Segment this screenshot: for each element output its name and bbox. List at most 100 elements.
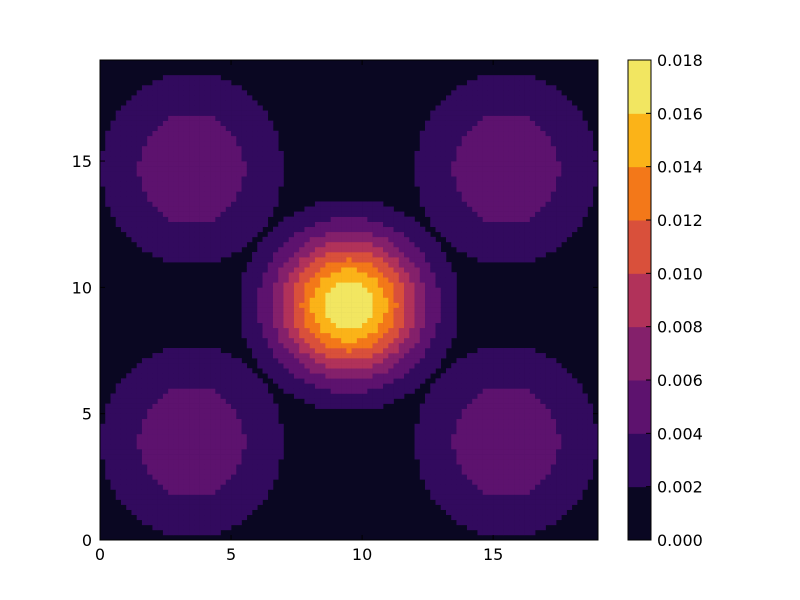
contour-cell bbox=[241, 378, 248, 384]
contour-cell bbox=[487, 191, 494, 197]
contour-cell bbox=[414, 317, 421, 324]
contour-cell bbox=[131, 484, 137, 490]
contour-cell bbox=[257, 226, 263, 233]
contour-cell bbox=[147, 433, 153, 440]
contour-cell bbox=[246, 327, 253, 334]
contour-cell bbox=[115, 201, 122, 207]
contour-cell bbox=[267, 302, 274, 308]
contour-cell bbox=[487, 474, 494, 480]
contour-cell bbox=[189, 226, 195, 233]
contour-cell bbox=[346, 287, 352, 293]
contour-cell bbox=[120, 186, 127, 192]
contour-cell bbox=[503, 363, 510, 369]
contour-cell bbox=[246, 337, 253, 344]
contour-cell bbox=[110, 393, 117, 399]
contour-cell bbox=[220, 161, 227, 167]
contour-cell bbox=[514, 433, 520, 440]
contour-cell bbox=[335, 257, 342, 263]
contour-cell bbox=[157, 403, 164, 409]
contour-cell bbox=[456, 514, 462, 521]
contour-cell bbox=[451, 393, 457, 399]
contour-cell bbox=[173, 90, 179, 96]
contour-cell bbox=[346, 262, 352, 268]
contour-cell bbox=[168, 358, 174, 364]
contour-cell bbox=[514, 459, 520, 465]
contour-cell bbox=[498, 484, 504, 490]
contour-cell bbox=[278, 433, 284, 440]
contour-cell bbox=[451, 469, 457, 475]
contour-cell bbox=[383, 322, 389, 329]
contour-cell bbox=[367, 302, 373, 308]
contour-cell bbox=[367, 257, 373, 263]
contour-cell bbox=[183, 373, 190, 379]
contour-cell bbox=[367, 246, 373, 253]
contour-cell bbox=[367, 262, 373, 268]
contour-cell bbox=[220, 176, 227, 182]
contour-cell bbox=[524, 408, 531, 414]
contour-cell bbox=[377, 297, 384, 303]
contour-cell bbox=[346, 231, 352, 238]
contour-cell bbox=[341, 287, 347, 293]
contour-cell bbox=[524, 140, 531, 147]
contour-cell bbox=[141, 428, 148, 435]
contour-cell bbox=[341, 211, 347, 217]
contour-cell bbox=[309, 307, 316, 313]
contour-cell bbox=[514, 257, 520, 263]
contour-cell bbox=[482, 519, 489, 526]
contour-cell bbox=[267, 418, 274, 425]
contour-cell bbox=[482, 130, 489, 137]
contour-cell bbox=[393, 353, 400, 359]
contour-cell bbox=[215, 231, 221, 238]
contour-cell bbox=[493, 135, 499, 142]
contour-cell bbox=[482, 408, 489, 414]
contour-cell bbox=[493, 494, 499, 500]
contour-cell bbox=[136, 201, 143, 207]
contour-cell bbox=[535, 95, 541, 101]
contour-cell bbox=[246, 509, 253, 516]
contour-cell bbox=[435, 201, 442, 207]
contour-cell bbox=[262, 176, 269, 182]
contour-cell bbox=[503, 509, 510, 516]
contour-cell bbox=[461, 140, 468, 147]
contour-cell bbox=[152, 191, 158, 197]
contour-cell bbox=[262, 110, 269, 116]
contour-cell bbox=[231, 363, 237, 369]
contour-cell bbox=[466, 105, 473, 111]
contour-cell bbox=[309, 262, 316, 268]
contour-cell bbox=[314, 332, 321, 339]
contour-cell bbox=[388, 236, 394, 243]
contour-cell bbox=[105, 191, 111, 197]
contour-cell bbox=[388, 262, 394, 268]
contour-cell bbox=[440, 201, 447, 207]
contour-cell bbox=[157, 241, 164, 248]
contour-cell bbox=[529, 176, 536, 182]
contour-cell bbox=[330, 322, 337, 329]
contour-cell bbox=[377, 267, 384, 273]
contour-cell bbox=[503, 252, 510, 258]
contour-cell bbox=[173, 241, 179, 248]
contour-cell bbox=[272, 353, 279, 359]
contour-cell bbox=[398, 342, 405, 349]
contour-cell bbox=[519, 90, 525, 96]
contour-cell bbox=[162, 252, 169, 258]
contour-cell bbox=[482, 383, 489, 389]
contour-cell bbox=[283, 277, 290, 283]
contour-cell bbox=[377, 246, 384, 253]
contour-cell bbox=[257, 135, 263, 142]
contour-cell bbox=[524, 433, 531, 440]
contour-cell bbox=[514, 201, 520, 207]
contour-cell bbox=[529, 90, 536, 96]
contour-cell bbox=[283, 252, 290, 258]
contour-cell bbox=[498, 171, 504, 177]
contour-cell bbox=[131, 489, 137, 495]
contour-cell bbox=[173, 135, 179, 142]
contour-cell bbox=[529, 378, 536, 384]
contour-cell bbox=[330, 221, 337, 228]
contour-cell bbox=[220, 388, 227, 394]
contour-cell bbox=[493, 125, 499, 132]
contour-cell bbox=[168, 191, 174, 197]
contour-cell bbox=[252, 348, 258, 354]
contour-cell bbox=[152, 373, 158, 379]
contour-cell bbox=[435, 433, 442, 440]
contour-cell bbox=[529, 353, 536, 359]
